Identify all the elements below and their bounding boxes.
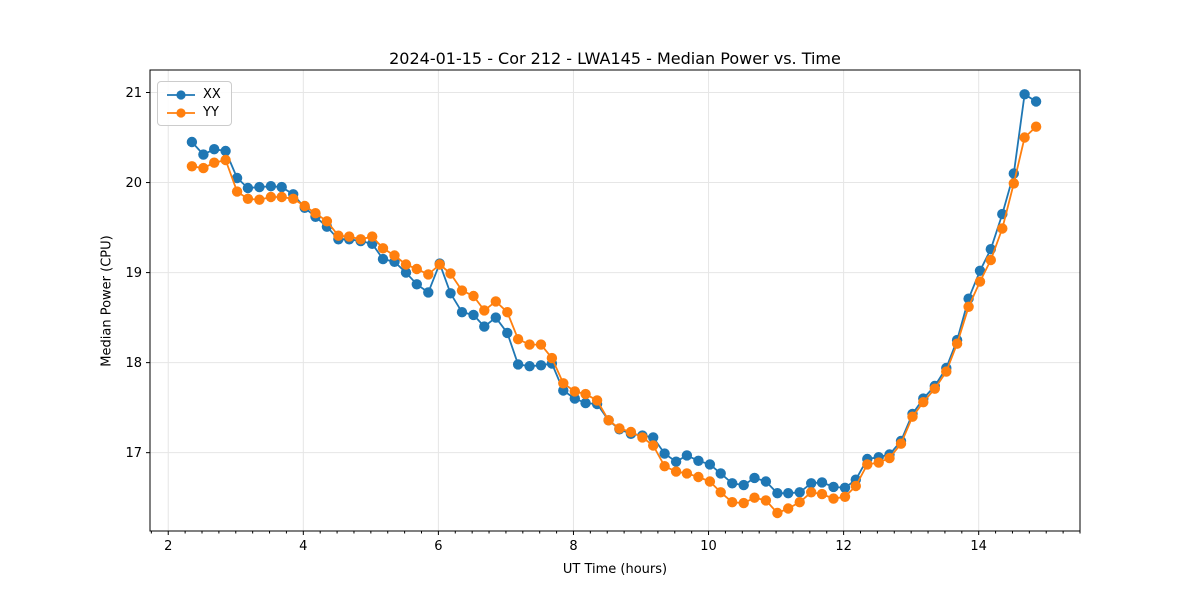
legend: XX YY: [157, 81, 232, 126]
svg-text:17: 17: [125, 446, 142, 461]
svg-text:4: 4: [299, 539, 307, 554]
svg-text:12: 12: [835, 539, 852, 554]
svg-text:21: 21: [125, 86, 142, 101]
svg-text:18: 18: [125, 356, 142, 371]
series-xx: [186, 89, 1042, 499]
svg-text:6: 6: [434, 539, 442, 554]
svg-text:14: 14: [970, 539, 987, 554]
svg-text:8: 8: [569, 539, 577, 554]
y-axis-label: Median Power (CPU): [99, 235, 115, 367]
legend-item-yy: YY: [166, 105, 221, 120]
gridlines: [150, 70, 1080, 531]
legend-item-xx: XX: [166, 87, 221, 102]
svg-text:19: 19: [125, 266, 142, 281]
legend-label-xx: XX: [203, 87, 221, 102]
axis-ticks: [146, 92, 1081, 535]
x-tick-labels: 2 4 6 8 10 12 14: [164, 539, 987, 554]
chart-title: 2024-01-15 - Cor 212 - LWA145 - Median P…: [389, 49, 841, 68]
svg-text:2: 2: [164, 539, 172, 554]
x-axis-label: UT Time (hours): [562, 562, 668, 577]
y-tick-labels: 17 18 19 20 21: [125, 86, 142, 461]
legend-sample-xx-icon: [167, 89, 195, 100]
legend-label-yy: YY: [203, 105, 219, 120]
plot-border: [149, 69, 1081, 532]
svg-text:20: 20: [125, 176, 142, 191]
series-yy: [186, 121, 1042, 519]
legend-sample-yy-icon: [167, 107, 195, 118]
svg-text:10: 10: [700, 539, 717, 554]
